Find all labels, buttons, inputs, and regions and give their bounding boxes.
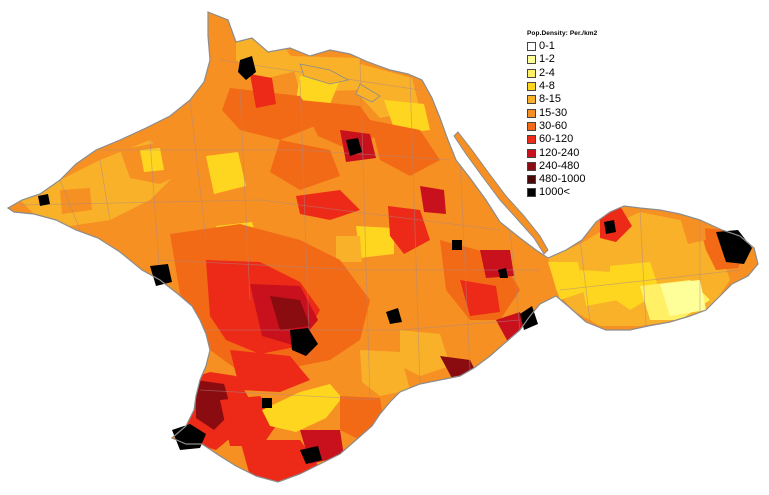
legend-item: 0-1 (527, 40, 647, 53)
legend-item: 30-60 (527, 120, 647, 133)
legend-label: 480-1000 (539, 173, 586, 186)
legend-item: 15-30 (527, 106, 647, 119)
legend-label: 120-240 (539, 146, 580, 159)
legend-title: Pop.Density: Per./km2 (527, 30, 598, 37)
legend-swatch (527, 161, 536, 171)
legend-item: 480-1000 (527, 173, 647, 186)
legend-item: 1000< (527, 186, 647, 199)
northern-islets (299, 63, 381, 103)
legend-item: 120-240 (527, 146, 647, 159)
legend-swatch (527, 148, 536, 158)
legend-swatch (527, 121, 536, 131)
legend-item: 60-120 (527, 133, 647, 146)
legend-swatch (527, 68, 536, 78)
legend: Pop.Density: Per./km2 0-1 1-2 2-4 4-8 8-… (527, 30, 647, 200)
legend-swatch (527, 55, 536, 65)
legend-swatch (527, 95, 536, 105)
legend-label: 0-1 (539, 40, 555, 53)
arabat-spit (453, 131, 549, 255)
legend-label: 4-8 (539, 80, 555, 93)
legend-label: 1000< (539, 186, 570, 199)
legend-item: 4-8 (527, 80, 647, 93)
legend-swatch (527, 42, 536, 52)
legend-label: 15-30 (539, 106, 568, 119)
legend-label: 8-15 (539, 93, 562, 106)
urban-areas (38, 56, 752, 464)
legend-label: 240-480 (539, 159, 580, 172)
legend-label: 30-60 (539, 119, 568, 132)
legend-label: 1-2 (539, 53, 555, 66)
legend-item: 240-480 (527, 160, 647, 173)
coastline (6, 11, 759, 483)
legend-item: 2-4 (527, 67, 647, 80)
legend-label: 60-120 (539, 133, 574, 146)
legend-label: 2-4 (539, 66, 555, 79)
legend-items: 0-1 1-2 2-4 4-8 8-15 15-30 30-60 60-120 … (527, 40, 647, 200)
legend-swatch (527, 135, 536, 145)
legend-swatch (527, 82, 536, 92)
legend-item: 1-2 (527, 53, 647, 66)
legend-swatch (527, 108, 536, 118)
legend-swatch (527, 175, 536, 185)
legend-item: 8-15 (527, 93, 647, 106)
legend-swatch (527, 188, 536, 198)
